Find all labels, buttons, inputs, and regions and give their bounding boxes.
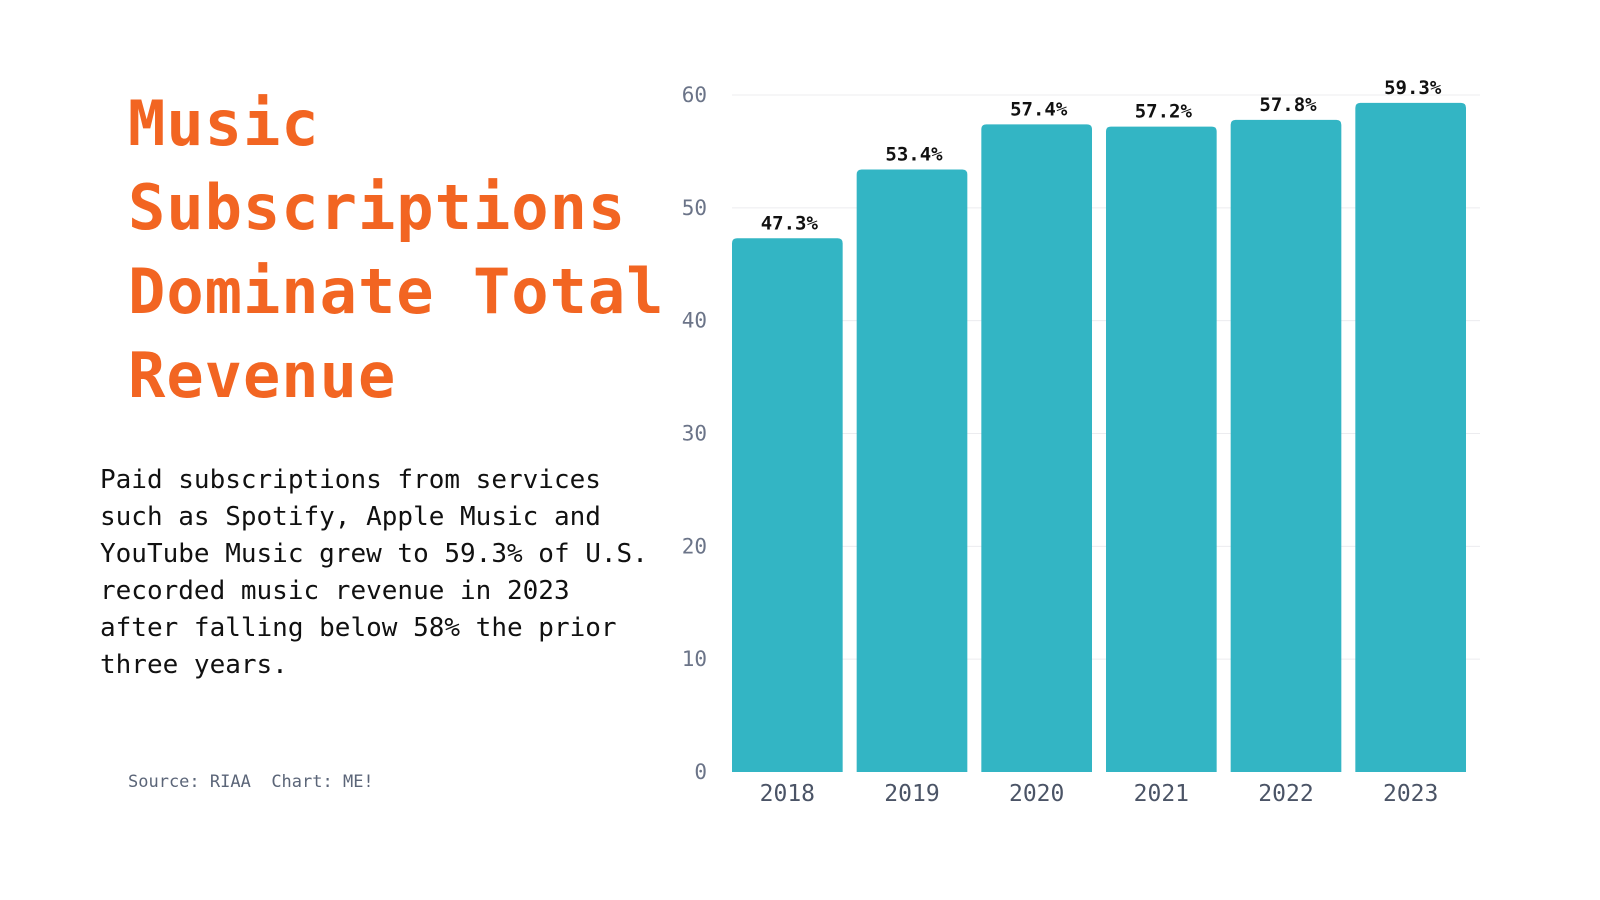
x-tick-label: 2023 <box>1383 781 1438 807</box>
x-tick-label: 2020 <box>1009 781 1064 807</box>
y-tick-label: 20 <box>682 534 707 558</box>
bar-2023 <box>1355 102 1466 773</box>
data-label: 57.4% <box>1010 98 1068 120</box>
y-tick-label: 0 <box>694 760 707 784</box>
data-label: 53.4% <box>885 143 943 165</box>
bar-2019 <box>856 169 968 773</box>
title-line: Subscriptions <box>128 171 627 244</box>
y-tick-label: 10 <box>682 647 707 671</box>
bar-2022 <box>1230 119 1342 772</box>
data-label: 57.8% <box>1259 94 1317 116</box>
bar-2020 <box>981 124 1092 772</box>
data-label: 47.3% <box>761 212 819 234</box>
bar-chart: 47.3% 53.4% 57.4% 57.2% 57.8% 59.3% 0 10 20 30 40… <box>682 77 1480 807</box>
x-tick-label: 2022 <box>1258 781 1313 807</box>
title-line: Revenue <box>128 339 397 412</box>
x-tick-label: 2018 <box>760 781 815 807</box>
x-tick-label: 2021 <box>1134 781 1189 807</box>
data-label: 57.2% <box>1135 101 1193 123</box>
data-label: 59.3% <box>1384 77 1442 99</box>
y-tick-label: 30 <box>682 422 707 446</box>
bar-2018 <box>732 238 843 772</box>
source-text: Source: RIAA <box>128 772 251 792</box>
bar-layer <box>732 102 1466 773</box>
source-note: Source: RIAA Chart: ME! <box>128 772 374 792</box>
label-layer: 47.3% 53.4% 57.4% 57.2% 57.8% 59.3% <box>761 77 1442 234</box>
axis-layer: 0 10 20 30 40 50 60 2018 2019 2020 2021 2022 2023 <box>682 83 1439 807</box>
title-line: Dominate Total <box>128 255 665 328</box>
title-line: Music <box>128 87 320 160</box>
bar-2021 <box>1106 126 1217 773</box>
chart-description: Paid subscriptions from services such as… <box>100 465 648 680</box>
chart-credit: Chart: ME! <box>271 772 374 792</box>
y-tick-label: 40 <box>682 309 707 333</box>
y-tick-label: 60 <box>682 83 707 107</box>
chart-title: Music Subscriptions Dominate Total Reven… <box>128 82 668 418</box>
y-tick-label: 50 <box>682 196 707 220</box>
x-tick-label: 2019 <box>884 781 939 807</box>
